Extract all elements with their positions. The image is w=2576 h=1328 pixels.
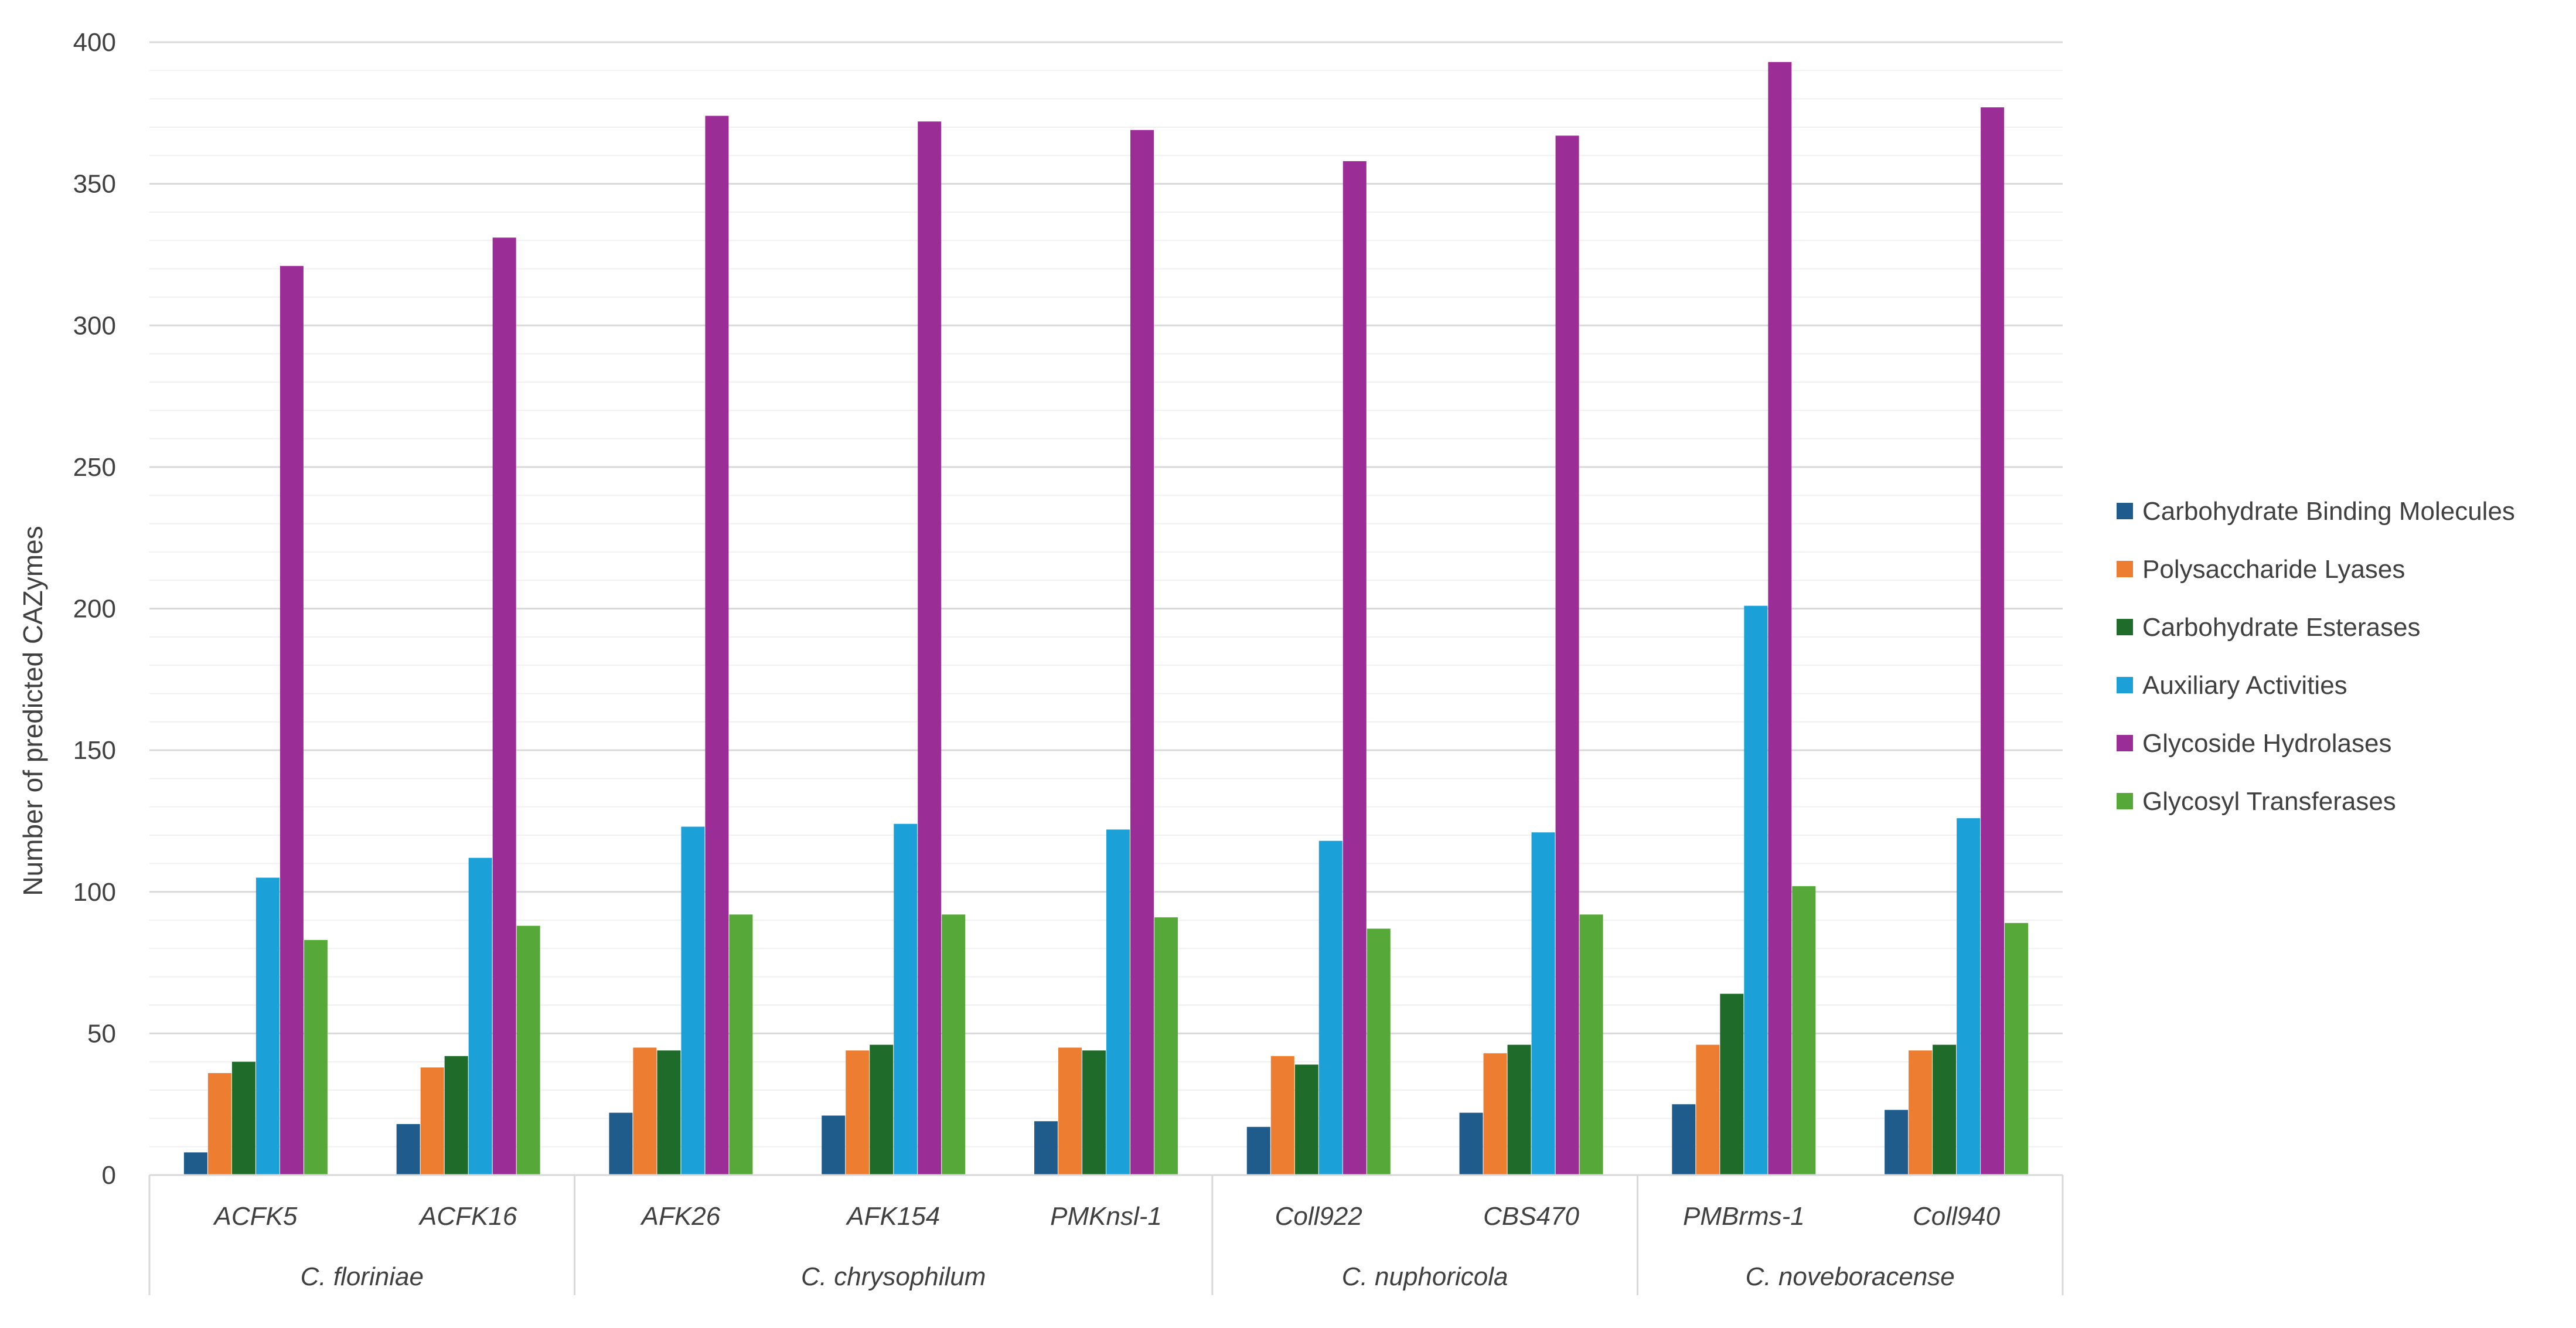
legend-label: Glycosyl Transferases (2142, 787, 2396, 816)
bar-auxiliary-activities-acfk16 (468, 857, 492, 1175)
legend-swatch (2117, 503, 2133, 519)
x-category-label: Coll940 (1913, 1202, 2001, 1231)
bar-carbohydrate-esterases-afk26 (657, 1050, 681, 1175)
bar-glycosyl-transferases-coll940 (2005, 922, 2029, 1175)
bar-glycoside-hydrolases-coll922 (1342, 161, 1367, 1176)
bar-carbohydrate-esterases-pmbrms-1 (1720, 993, 1744, 1175)
y-tick-label: 0 (102, 1161, 116, 1190)
bar-glycosyl-transferases-pmknsl-1 (1154, 917, 1178, 1175)
bar-carbohydrate-esterases-cbs470 (1507, 1044, 1531, 1175)
bar-carbohydrate-binding-molecules-pmbrms-1 (1672, 1104, 1696, 1175)
bar-polysaccharide-lyases-coll922 (1270, 1056, 1294, 1175)
legend-label: Carbohydrate Binding Molecules (2142, 497, 2515, 526)
bar-glycoside-hydrolases-pmbrms-1 (1768, 62, 1792, 1175)
bar-glycosyl-transferases-coll922 (1367, 928, 1391, 1175)
bar-glycoside-hydrolases-acfk5 (280, 265, 304, 1176)
x-group-label: C. nuphoricola (1342, 1262, 1508, 1291)
bar-glycoside-hydrolases-afk26 (705, 115, 729, 1175)
bar-polysaccharide-lyases-pmbrms-1 (1696, 1044, 1720, 1175)
x-axis: ACFK5 ACFK16 AFK26 AFK154 PMKnsl-1 Coll922 CBS… (148, 1174, 2064, 1295)
bar-auxiliary-activities-coll940 (1957, 818, 1981, 1175)
x-group-label: C. floriniae (301, 1262, 424, 1291)
bar-auxiliary-activities-afk26 (681, 826, 705, 1175)
bar-glycosyl-transferases-afk26 (729, 914, 753, 1175)
bar-glycoside-hydrolases-coll940 (1981, 107, 2005, 1176)
bar-carbohydrate-binding-molecules-acfk16 (396, 1124, 420, 1175)
bar-glycosyl-transferases-acfk16 (516, 925, 540, 1175)
x-category-label: ACFK5 (212, 1202, 297, 1231)
x-category-label: PMKnsl-1 (1050, 1202, 1162, 1231)
x-category-label: PMBrms-1 (1683, 1202, 1805, 1231)
x-category-label: AFK154 (845, 1202, 940, 1231)
bar-auxiliary-activities-pmbrms-1 (1744, 605, 1768, 1175)
y-tick-label: 200 (73, 595, 116, 624)
legend-swatch (2117, 619, 2133, 635)
y-tick-label: 300 (73, 311, 116, 340)
legend: Carbohydrate Binding Molecules Polysaccha… (2117, 497, 2515, 816)
bar-polysaccharide-lyases-afk154 (846, 1050, 870, 1175)
bar-carbohydrate-esterases-coll940 (1933, 1044, 1957, 1175)
bar-carbohydrate-binding-molecules-acfk5 (183, 1152, 207, 1175)
bar-auxiliary-activities-pmknsl-1 (1106, 829, 1130, 1175)
bar-carbohydrate-binding-molecules-afk154 (822, 1115, 846, 1175)
x-group-label: C. noveboracense (1746, 1262, 1955, 1291)
bars (183, 62, 2029, 1176)
bar-carbohydrate-binding-molecules-afk26 (609, 1112, 633, 1175)
legend-label: Polysaccharide Lyases (2142, 555, 2405, 584)
x-category-label: ACFK16 (418, 1202, 517, 1231)
bar-auxiliary-activities-acfk5 (255, 877, 280, 1175)
bar-polysaccharide-lyases-coll940 (1909, 1050, 1933, 1175)
y-axis-title: Number of predicted CAZymes (18, 526, 48, 895)
bar-glycosyl-transferases-afk154 (942, 914, 966, 1175)
bar-glycoside-hydrolases-afk154 (918, 121, 942, 1175)
bar-glycosyl-transferases-cbs470 (1579, 914, 1603, 1175)
bar-polysaccharide-lyases-cbs470 (1483, 1053, 1507, 1175)
bar-carbohydrate-binding-molecules-cbs470 (1459, 1112, 1483, 1175)
bar-polysaccharide-lyases-acfk16 (420, 1067, 444, 1175)
bar-glycoside-hydrolases-cbs470 (1555, 135, 1579, 1175)
y-tick-label: 150 (73, 736, 116, 765)
bar-polysaccharide-lyases-acfk5 (207, 1073, 231, 1175)
minor-gridlines (149, 70, 2063, 1147)
y-tick-label: 350 (73, 170, 116, 199)
bar-polysaccharide-lyases-afk26 (633, 1047, 657, 1175)
major-gridlines (149, 41, 2063, 1034)
legend-label: Glycoside Hydrolases (2142, 729, 2392, 758)
legend-swatch (2117, 561, 2133, 577)
legend-label: Auxiliary Activities (2142, 671, 2347, 700)
x-group-label: C. chrysophilum (801, 1262, 986, 1291)
y-tick-label: 400 (73, 28, 116, 57)
legend-swatch (2117, 677, 2133, 693)
bar-carbohydrate-binding-molecules-pmknsl-1 (1034, 1121, 1058, 1175)
bar-glycoside-hydrolases-acfk16 (492, 237, 516, 1175)
bar-polysaccharide-lyases-pmknsl-1 (1058, 1047, 1082, 1175)
y-tick-label: 50 (87, 1019, 116, 1048)
legend-swatch (2117, 735, 2133, 751)
bar-carbohydrate-esterases-coll922 (1294, 1064, 1318, 1175)
bar-glycosyl-transferases-acfk5 (304, 939, 328, 1175)
bar-glycoside-hydrolases-pmknsl-1 (1130, 130, 1154, 1175)
bar-carbohydrate-binding-molecules-coll940 (1885, 1109, 1909, 1175)
bar-auxiliary-activities-cbs470 (1531, 832, 1555, 1175)
bar-glycosyl-transferases-pmbrms-1 (1792, 886, 1816, 1175)
y-tick-label: 250 (73, 453, 116, 482)
bar-carbohydrate-esterases-pmknsl-1 (1082, 1050, 1106, 1175)
bar-carbohydrate-esterases-acfk5 (231, 1061, 255, 1175)
bar-auxiliary-activities-coll922 (1318, 840, 1342, 1175)
bar-auxiliary-activities-afk154 (894, 823, 918, 1175)
x-category-label: AFK26 (640, 1202, 721, 1231)
y-tick-labels: 0 50 100 150 200 250 300 350 400 (73, 28, 116, 1190)
y-tick-label: 100 (73, 878, 116, 907)
legend-swatch (2117, 793, 2133, 809)
x-category-label: CBS470 (1483, 1202, 1579, 1231)
bar-carbohydrate-binding-molecules-coll922 (1246, 1126, 1270, 1175)
legend-label: Carbohydrate Esterases (2142, 613, 2420, 642)
bar-carbohydrate-esterases-afk154 (870, 1044, 894, 1175)
bar-carbohydrate-esterases-acfk16 (444, 1056, 468, 1175)
x-category-label: Coll922 (1275, 1202, 1362, 1231)
